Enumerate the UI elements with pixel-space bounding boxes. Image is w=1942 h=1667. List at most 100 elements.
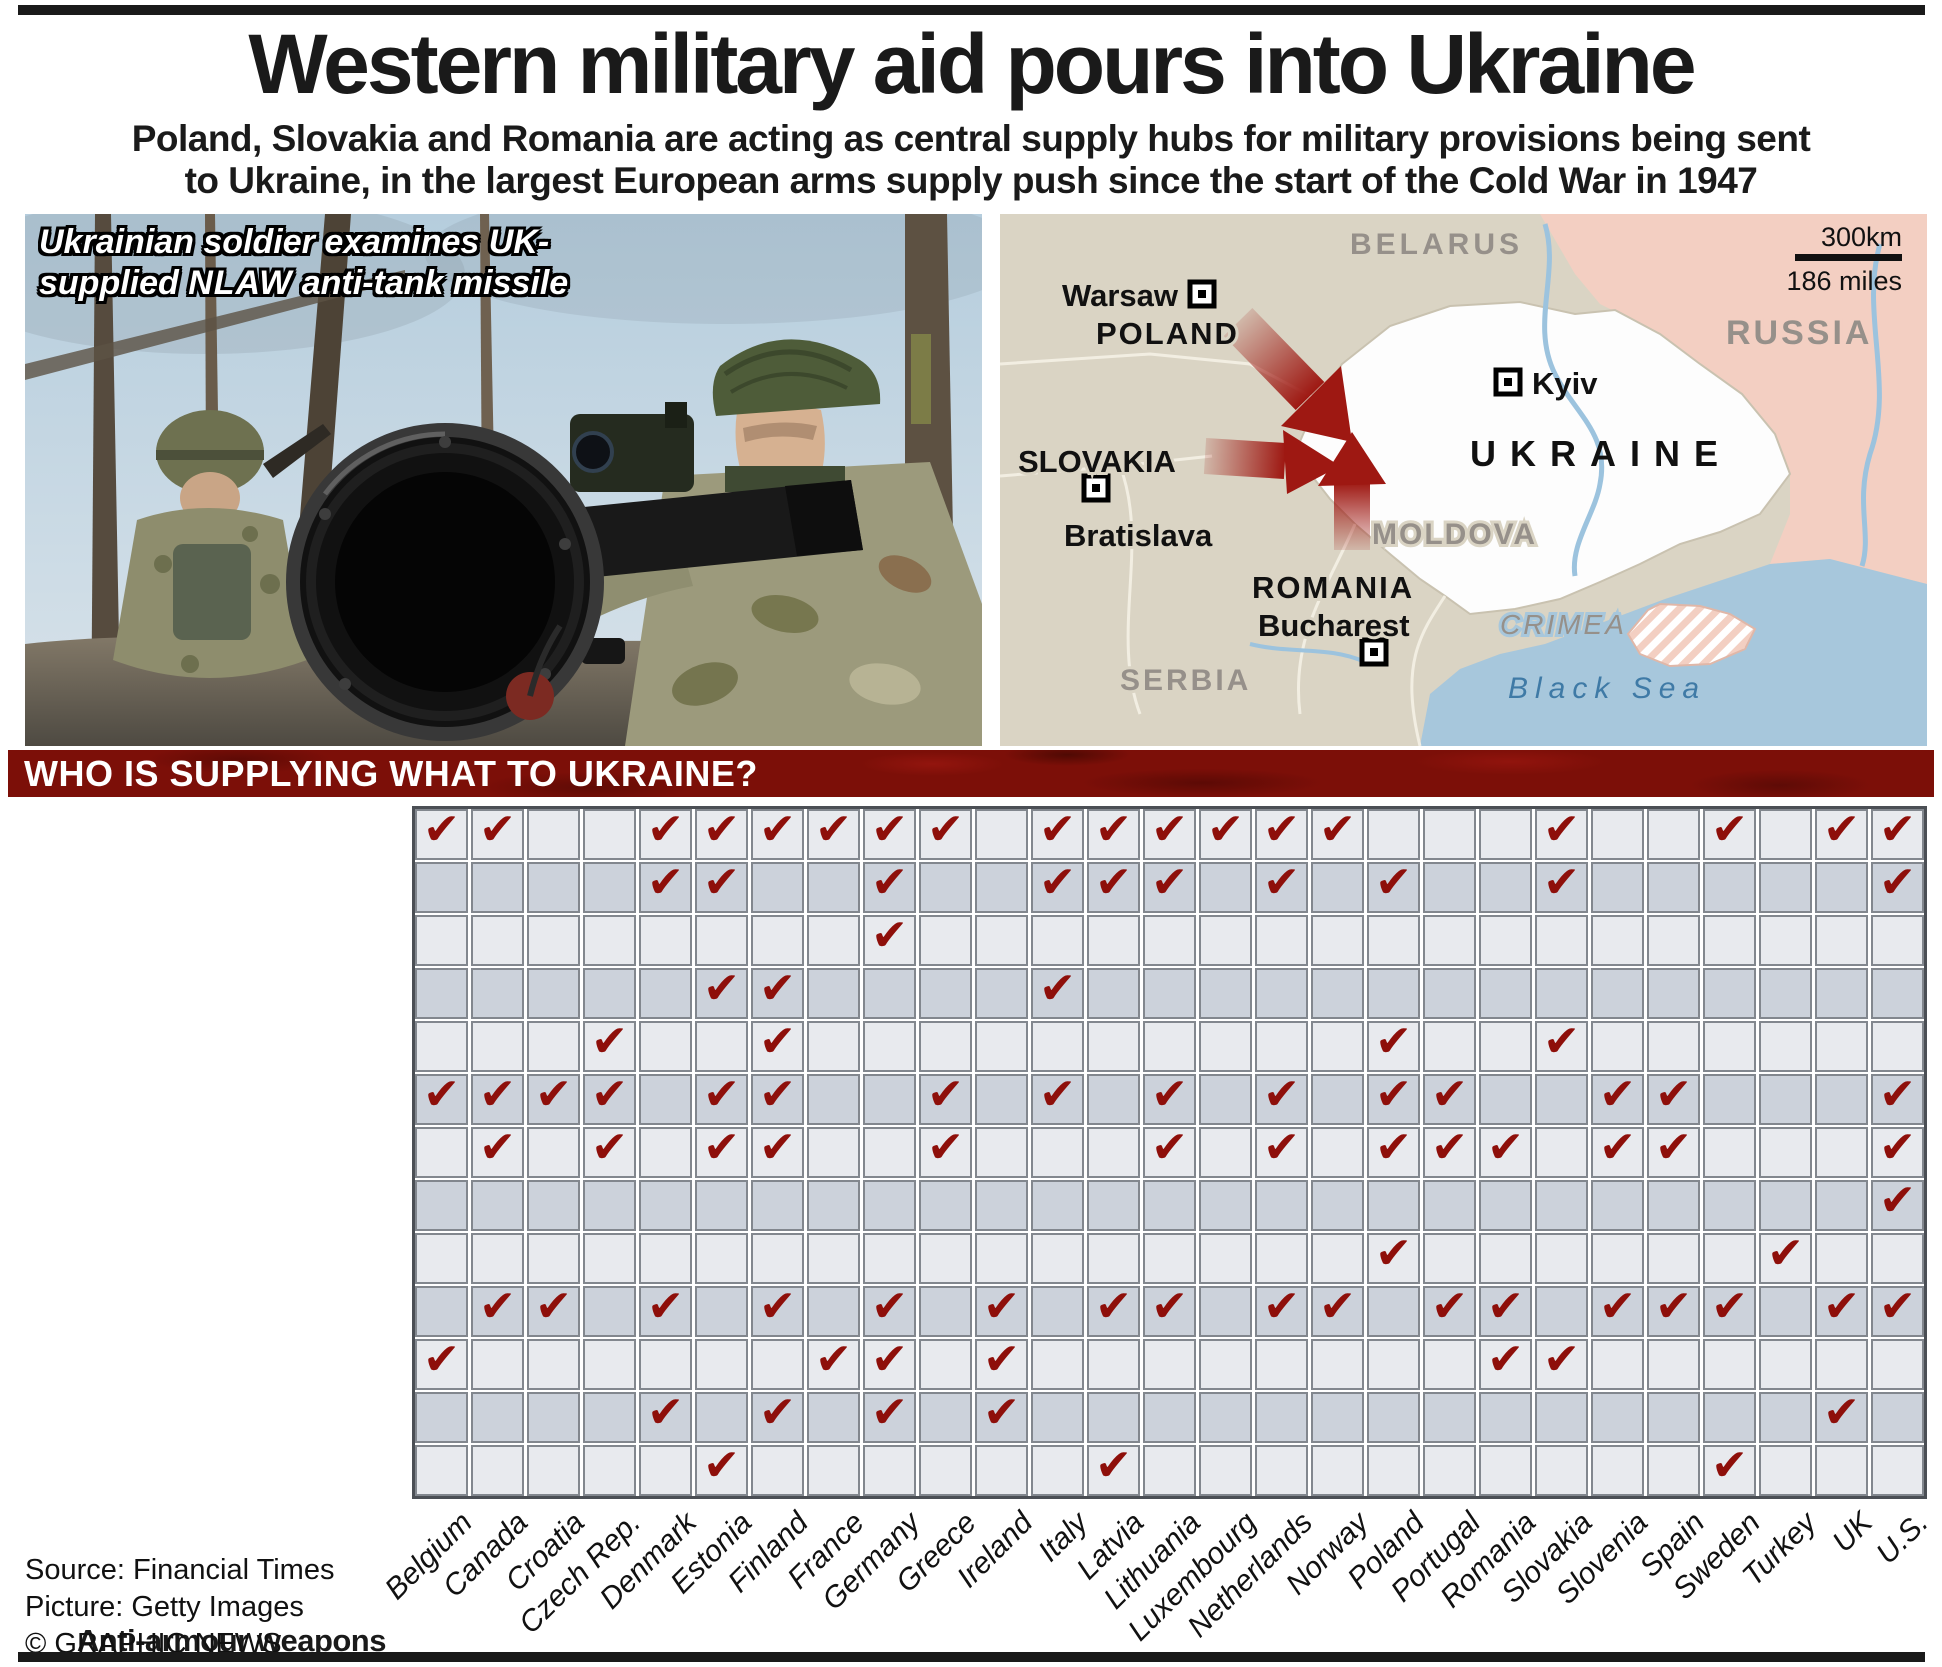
- matrix-cell: [1815, 1127, 1868, 1178]
- matrix-cell: ✔: [695, 966, 748, 1019]
- matrix-cell: [1647, 1445, 1700, 1496]
- matrix-cell: [1647, 862, 1700, 913]
- check-icon: ✔: [759, 803, 796, 855]
- check-icon: ✔: [1375, 1015, 1412, 1067]
- check-icon: ✔: [1655, 1280, 1692, 1332]
- check-icon: ✔: [759, 1068, 796, 1120]
- matrix-cell: [975, 862, 1028, 913]
- check-icon: ✔: [871, 803, 908, 855]
- matrix-cell: [583, 915, 636, 966]
- matrix-cell: ✔: [1311, 1284, 1364, 1337]
- matrix-cell: ✔: [751, 1125, 804, 1178]
- map-scale-km: 300km: [1821, 222, 1902, 252]
- map-label-bucharest: Bucharest: [1258, 608, 1410, 643]
- map-label-ukraine: UKRAINE: [1470, 433, 1732, 474]
- photo-caption-line1: Ukrainian soldier examines UK-: [39, 223, 550, 261]
- matrix-cell: [1423, 1339, 1476, 1390]
- matrix-cell: ✔: [639, 860, 692, 913]
- matrix-cell: [1255, 1339, 1308, 1390]
- matrix-cell: [1479, 1233, 1532, 1284]
- map-label-bratislava: Bratislava: [1064, 518, 1213, 553]
- matrix-cell: [1255, 1392, 1308, 1443]
- matrix-cell: [415, 1233, 468, 1284]
- check-icon: ✔: [1879, 1174, 1916, 1226]
- matrix-cell: [1479, 968, 1532, 1019]
- matrix-cell: [1815, 1074, 1868, 1125]
- check-icon: ✔: [1095, 803, 1132, 855]
- matrix-cell: ✔: [807, 1333, 860, 1390]
- subtitle-line-2: to Ukraine, in the largest European arms…: [184, 159, 1758, 201]
- matrix-cell: [1759, 1074, 1812, 1125]
- matrix-cell: [639, 1074, 692, 1125]
- matrix-cell: ✔: [1479, 1337, 1532, 1390]
- matrix-cell: [975, 1021, 1028, 1072]
- matrix-row-label: Anti-armour weapons: [76, 1622, 387, 1658]
- matrix-cell: [807, 1021, 860, 1072]
- check-icon: ✔: [1319, 803, 1356, 855]
- matrix-cell: [695, 915, 748, 966]
- matrix-cell: [1759, 862, 1812, 913]
- check-icon: ✔: [871, 1386, 908, 1438]
- matrix-cell: ✔: [639, 807, 692, 860]
- matrix-cell: ✔: [1871, 860, 1924, 913]
- matrix-cell: ✔: [695, 1125, 748, 1178]
- matrix-cell: [1199, 968, 1252, 1019]
- matrix-cell: [527, 968, 580, 1019]
- matrix-cell: [1087, 968, 1140, 1019]
- matrix-cell: ✔: [1647, 1072, 1700, 1125]
- matrix-cell: ✔: [1367, 856, 1420, 913]
- matrix-cell: ✔: [1423, 1125, 1476, 1178]
- check-icon: ✔: [871, 1280, 908, 1332]
- matrix-cell: ✔: [1255, 1125, 1308, 1178]
- check-icon: ✔: [1599, 1121, 1636, 1173]
- matrix-cell: ✔: [1087, 860, 1140, 913]
- check-icon: ✔: [479, 803, 516, 855]
- check-icon: ✔: [871, 1333, 908, 1385]
- matrix-cell: [1031, 1180, 1084, 1231]
- matrix-cell: [807, 1286, 860, 1337]
- matrix-cell: [527, 1127, 580, 1178]
- map-label-moldova: MOLDOVA: [1372, 518, 1537, 551]
- matrix-cell: [1535, 1180, 1588, 1231]
- check-icon: ✔: [759, 1386, 796, 1438]
- matrix-cell: ✔: [863, 913, 916, 966]
- matrix-cell: [1199, 915, 1252, 966]
- check-icon: ✔: [815, 1333, 852, 1385]
- matrix-cell: ✔: [415, 807, 468, 860]
- check-icon: ✔: [1375, 1068, 1412, 1120]
- check-icon: ✔: [1767, 1227, 1804, 1279]
- matrix-cell: ✔: [1367, 1231, 1420, 1284]
- matrix-cell: [1759, 1339, 1812, 1390]
- matrix-cell: [639, 1233, 692, 1284]
- matrix-cell: [1255, 1445, 1308, 1496]
- section-banner: WHO IS SUPPLYING WHAT TO UKRAINE?: [8, 750, 1934, 797]
- page-title: Western military aid pours into Ukraine: [248, 17, 1696, 111]
- map-label-romania: ROMANIA: [1252, 570, 1414, 605]
- matrix-cell: [1815, 1021, 1868, 1072]
- matrix-cell: [1311, 1180, 1364, 1231]
- check-icon: ✔: [1151, 803, 1188, 855]
- check-icon: ✔: [1151, 1121, 1188, 1173]
- matrix-cell: ✔: [1031, 807, 1084, 860]
- check-icon: ✔: [759, 962, 796, 1014]
- matrix-cell: ✔: [1143, 803, 1196, 860]
- matrix-cell: [1311, 968, 1364, 1019]
- matrix-cell: ✔: [1871, 1125, 1924, 1178]
- matrix-cell: [1479, 809, 1532, 860]
- matrix-cell: [919, 968, 972, 1019]
- matrix-cell: [863, 1233, 916, 1284]
- check-icon: ✔: [1375, 856, 1412, 908]
- matrix-cell: [1535, 915, 1588, 966]
- matrix-cell: [919, 1233, 972, 1284]
- matrix-cell: [1815, 1445, 1868, 1496]
- matrix-cell: ✔: [583, 1019, 636, 1072]
- matrix-cell: [583, 1339, 636, 1390]
- matrix-cell: [1143, 1180, 1196, 1231]
- matrix-cell: [1255, 1233, 1308, 1284]
- matrix-cell: [1087, 1339, 1140, 1390]
- matrix-cell: [1591, 1445, 1644, 1496]
- matrix-cell: ✔: [695, 860, 748, 913]
- check-icon: ✔: [1263, 856, 1300, 908]
- check-icon: ✔: [647, 1280, 684, 1332]
